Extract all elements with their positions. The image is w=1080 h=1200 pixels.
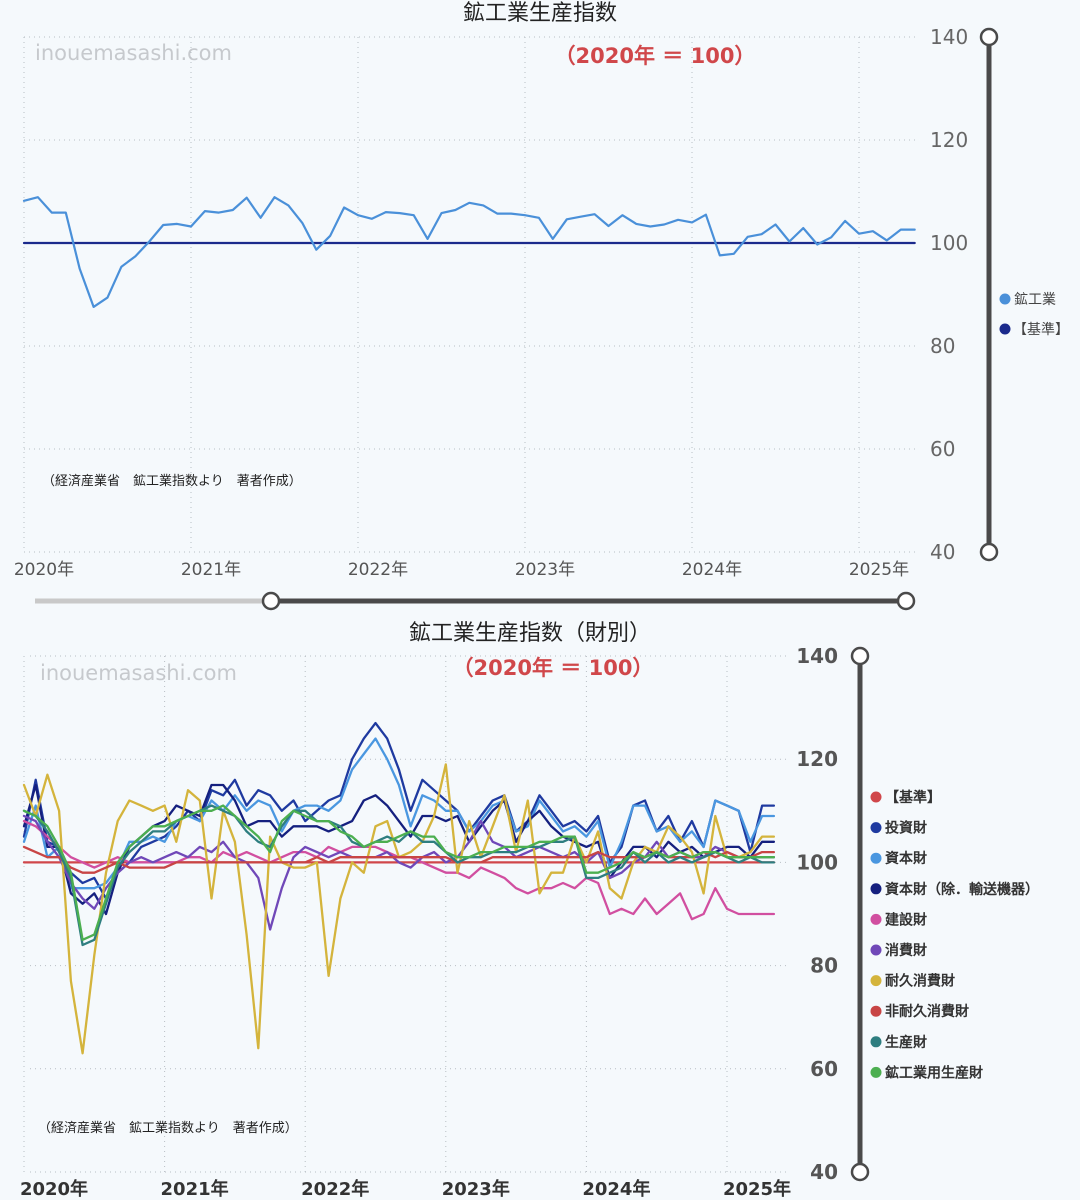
legend-marker xyxy=(999,323,1011,335)
x-tick-label: 2021年 xyxy=(161,1178,229,1200)
y-tick-label: 80 xyxy=(930,334,955,358)
y-tick-label: 60 xyxy=(930,437,955,461)
chart2-y-range-handle-bottom[interactable] xyxy=(850,1162,870,1182)
chart2-title: 鉱工業生産指数（財別） xyxy=(409,621,651,646)
legend-label[interactable]: 耐久消費財 xyxy=(885,973,955,990)
legend-marker xyxy=(870,822,882,834)
chart1-y-range-handle-top[interactable] xyxy=(979,27,999,47)
legend-label[interactable]: 生産財 xyxy=(885,1034,927,1051)
chart2-series-line-10[interactable] xyxy=(22,804,776,941)
x-tick-label: 2025年 xyxy=(849,560,909,580)
legend-marker xyxy=(870,1005,882,1017)
legend-marker xyxy=(870,1036,882,1048)
x-tick-label: 2023年 xyxy=(515,560,575,580)
y-tick-label: 40 xyxy=(930,540,955,564)
chart1-y-axis: 40 60 80 100 120 140 xyxy=(930,25,968,564)
legend-label[interactable]: 非耐久消費財 xyxy=(885,1003,969,1020)
y-tick-label: 140 xyxy=(930,25,968,49)
chart2-series-line-9[interactable] xyxy=(22,804,776,947)
legend-marker xyxy=(870,975,882,987)
legend-label[interactable]: 【基準】 xyxy=(1013,321,1069,338)
chart1-series-line-1[interactable] xyxy=(22,196,916,308)
chart1-watermark: inouemasashi.com xyxy=(35,41,232,65)
chart2-series-line-2[interactable] xyxy=(22,721,776,900)
chart1-subtitle: （2020年 ＝ 100） xyxy=(555,44,756,68)
x-range-handle-right[interactable] xyxy=(896,591,916,611)
x-tick-label: 2021年 xyxy=(181,560,241,580)
chart2-gridlines xyxy=(23,655,790,1173)
chart2-watermark: inouemasashi.com xyxy=(40,661,237,685)
chart-by-goods: 鉱工業生産指数（財別） （2020年 ＝ 100） inouemasashi.c… xyxy=(20,621,1039,1200)
chart2-series-line-3[interactable] xyxy=(22,737,776,890)
y-tick-label: 100 xyxy=(930,231,968,255)
chart2-subtitle: （2020年 ＝ 100） xyxy=(453,656,654,680)
x-tick-label: 2020年 xyxy=(20,1178,88,1200)
legend-marker xyxy=(999,293,1011,305)
legend-label[interactable]: 鉱工業用生産財 xyxy=(885,1064,983,1081)
y-tick-label: 60 xyxy=(810,1057,838,1081)
y-tick-label: 120 xyxy=(930,128,968,152)
legend-label[interactable]: 資本財（除．輸送機器） xyxy=(885,881,1039,898)
y-tick-label: 80 xyxy=(810,954,838,978)
legend-label[interactable]: 資本財 xyxy=(885,850,927,867)
chart1-legend: 鉱工業 【基準】 xyxy=(999,291,1069,338)
chart2-source-note: （経済産業省 鉱工業指数より 著者作成） xyxy=(38,1120,298,1136)
legend-label[interactable]: 【基準】 xyxy=(885,789,941,806)
chart2-y-range-handle-top[interactable] xyxy=(850,646,870,666)
x-tick-label: 2024年 xyxy=(682,560,742,580)
y-tick-label: 140 xyxy=(796,644,838,668)
chart1-title: 鉱工業生産指数 xyxy=(463,1,617,26)
legend-label[interactable]: 鉱工業 xyxy=(1014,291,1056,308)
legend-label[interactable]: 建設財 xyxy=(885,911,927,928)
y-tick-label: 100 xyxy=(796,850,838,874)
chart2-series xyxy=(22,721,776,1055)
y-tick-label: 120 xyxy=(796,747,838,771)
chart1-source-note: （経済産業省 鉱工業指数より 著者作成） xyxy=(42,473,302,489)
chart1-series xyxy=(22,196,916,308)
y-tick-label: 40 xyxy=(810,1160,838,1184)
chart2-series-line-6[interactable] xyxy=(22,814,776,931)
x-tick-label: 2022年 xyxy=(301,1178,369,1200)
legend-label[interactable]: 投資財 xyxy=(885,820,927,837)
x-range-slider[interactable] xyxy=(35,591,916,611)
x-tick-label: 2024年 xyxy=(582,1178,650,1200)
legend-marker xyxy=(870,944,882,956)
chart-overall: 鉱工業生産指数 （2020年 ＝ 100） inouemasashi.com （… xyxy=(14,1,1069,580)
legend-label[interactable]: 消費財 xyxy=(885,942,927,959)
legend-marker xyxy=(870,883,882,895)
x-tick-label: 2020年 xyxy=(14,560,74,580)
x-range-handle-left[interactable] xyxy=(261,591,281,611)
legend-marker xyxy=(870,791,882,803)
legend-marker xyxy=(870,913,882,925)
chart1-y-range-handle-bottom[interactable] xyxy=(979,542,999,562)
chart2-y-axis: 40 60 80 100 120 140 xyxy=(796,644,838,1184)
chart1-x-axis: 2020年 2021年 2022年 2023年 2024年 2025年 xyxy=(14,560,909,580)
legend-marker xyxy=(870,852,882,864)
legend-marker xyxy=(870,1066,882,1078)
x-tick-label: 2023年 xyxy=(442,1178,510,1200)
x-tick-label: 2025年 xyxy=(723,1178,791,1200)
chart2-x-axis: 2020年 2021年 2022年 2023年 2024年 2025年 xyxy=(20,1178,791,1200)
x-tick-label: 2022年 xyxy=(348,560,408,580)
